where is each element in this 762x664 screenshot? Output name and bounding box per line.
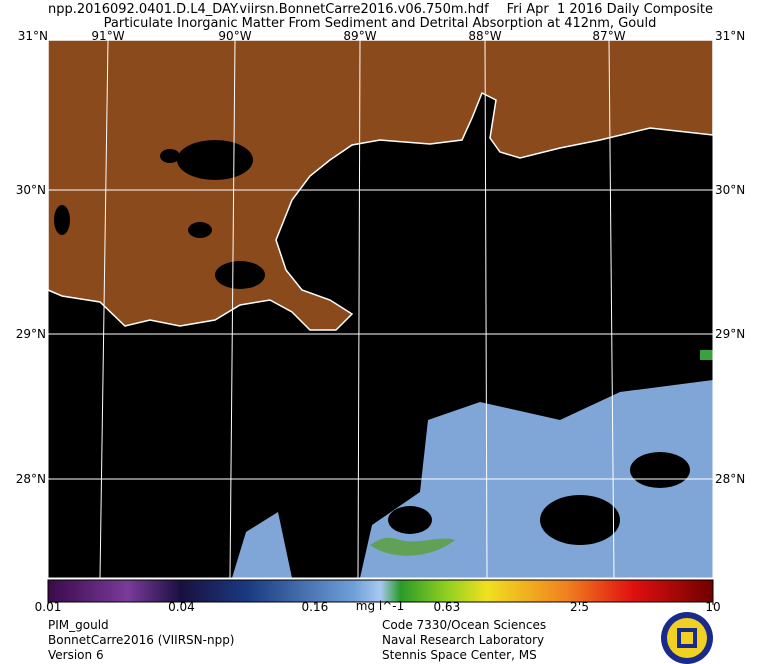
lat-label: 29°N <box>715 327 745 341</box>
cloud-gap <box>388 506 432 534</box>
lon-label: 88°W <box>468 29 501 43</box>
sediment-plume <box>370 537 455 556</box>
footer-left: PIM_gould <box>48 618 109 632</box>
cloud-gap <box>630 452 690 488</box>
graticule <box>48 40 713 578</box>
colorbar <box>47 579 714 603</box>
nrl-logo <box>661 612 713 664</box>
map-frame <box>47 39 714 579</box>
map-image <box>48 40 713 578</box>
lon-label: 89°W <box>343 29 376 43</box>
footer-left: Version 6 <box>48 648 104 662</box>
lat-label: 28°N <box>715 472 745 486</box>
cloud-gap <box>540 495 620 545</box>
colorbar-tick-label: 2.5 <box>570 600 589 614</box>
lake <box>177 140 253 180</box>
file-name: npp.2016092.0401.D.L4_DAY.viirsn.BonnetC… <box>48 2 489 17</box>
land <box>48 40 713 331</box>
sediment-plume <box>700 350 713 360</box>
date: Fri Apr 1 2016 Daily Composite <box>507 2 713 17</box>
lat-label: 30°N <box>715 183 745 197</box>
sediment-plume <box>232 512 292 578</box>
lake <box>54 205 70 235</box>
lon-label: 91°W <box>91 29 124 43</box>
corner-lat-label: 31°N <box>715 29 745 43</box>
colorbar-tick-label: 10 <box>705 600 720 614</box>
footer-right: Stennis Space Center, MS <box>382 648 537 662</box>
lake <box>188 222 212 238</box>
colorbar-tick-label: 0.04 <box>168 600 195 614</box>
colorbar-unit: mg l^-1 <box>356 599 404 613</box>
colorbar-tick-label: 0.01 <box>35 600 62 614</box>
lon-label: 90°W <box>218 29 251 43</box>
colorbar-tick-label: 0.63 <box>433 600 460 614</box>
footer-right: Naval Research Laboratory <box>382 633 544 647</box>
lat-label: 28°N <box>16 472 46 486</box>
colorbar-tick-label: 0.16 <box>302 600 329 614</box>
corner-lat-label: 31°N <box>18 29 48 43</box>
footer-left: BonnetCarre2016 (VIIRSN-npp) <box>48 633 235 647</box>
lon-label: 87°W <box>592 29 625 43</box>
lake <box>160 149 180 163</box>
lat-label: 29°N <box>16 327 46 341</box>
footer-right: Code 7330/Ocean Sciences <box>382 618 546 632</box>
title: Particulate Inorganic Matter From Sedime… <box>104 16 657 31</box>
lat-label: 30°N <box>16 183 46 197</box>
lake <box>215 261 265 289</box>
